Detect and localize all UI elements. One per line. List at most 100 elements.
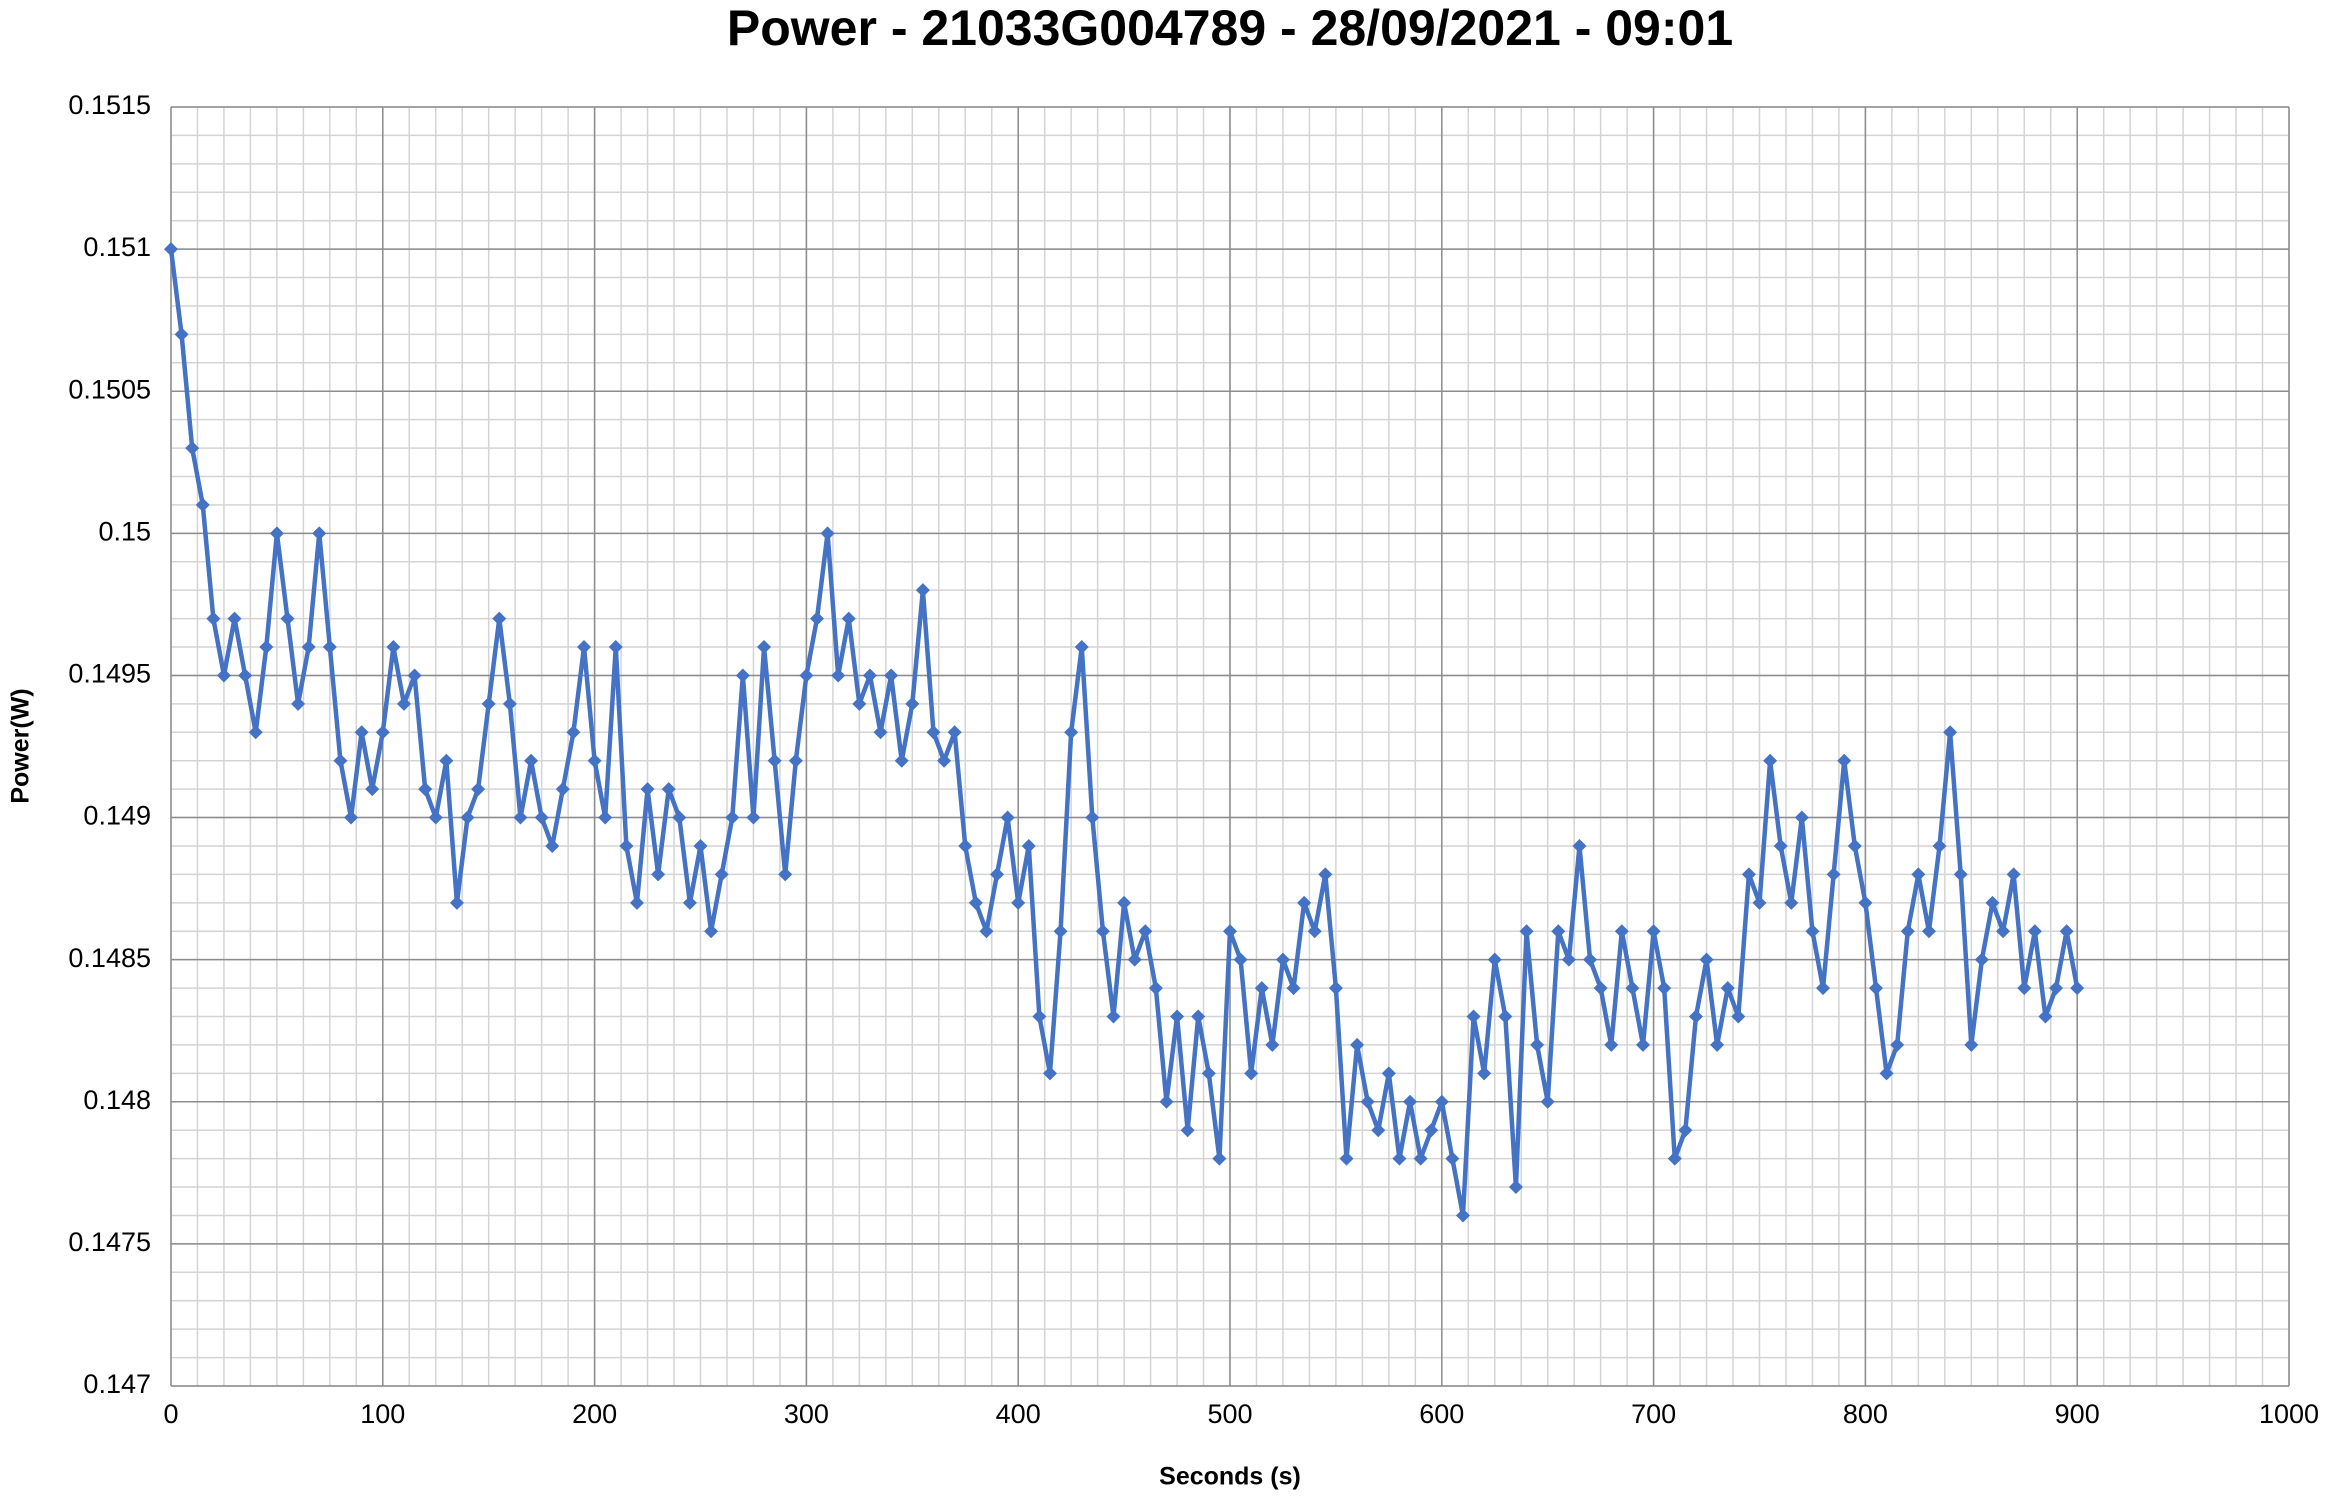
data-point [1021,838,1036,853]
data-point [1042,1066,1057,1081]
data-point [841,611,856,626]
data-point [1699,952,1714,967]
x-tick-label: 300 [784,1399,829,1429]
data-point [1858,895,1873,910]
data-point [407,668,422,683]
data-point [894,753,909,768]
data-point [1074,640,1089,655]
data-point [1572,838,1587,853]
data-point [396,696,411,711]
data-point [1148,981,1163,996]
data-point [1794,810,1809,825]
y-tick-label: 0.147 [83,1369,151,1399]
data-point [1106,1009,1121,1024]
data-point [873,725,888,740]
data-point [651,867,666,882]
data-point [1191,1009,1206,1024]
y-tick-label: 0.15 [98,516,151,546]
data-point [1805,924,1820,939]
x-tick-label: 900 [2055,1399,2100,1429]
y-tick-label: 0.148 [83,1085,151,1115]
data-point [1667,1151,1682,1166]
data-point [979,924,994,939]
data-point [1604,1037,1619,1052]
data-point [1159,1094,1174,1109]
data-point [1710,1037,1725,1052]
data-point [1614,924,1629,939]
data-point [1964,1037,1979,1052]
data-point [990,867,1005,882]
data-point [968,895,983,910]
data-point [449,895,464,910]
data-point [301,640,316,655]
data-point [587,753,602,768]
data-point [1466,1009,1481,1024]
data-point [884,668,899,683]
data-point [2059,924,2074,939]
data-point [1477,1066,1492,1081]
data-point [725,810,740,825]
data-point [1720,981,1735,996]
data-point [386,640,401,655]
data-point [1297,895,1312,910]
data-point [1932,838,1947,853]
x-tick-label: 500 [1207,1399,1252,1429]
data-point [2017,981,2032,996]
x-tick-label: 600 [1419,1399,1464,1429]
y-axis-label: Power(W) [7,688,35,803]
data-point [1053,924,1068,939]
data-point [1413,1151,1428,1166]
data-point [958,838,973,853]
data-point [661,782,676,797]
data-point [1636,1037,1651,1052]
data-point [1424,1123,1439,1138]
data-point [1318,867,1333,882]
data-point [1953,867,1968,882]
data-point [2049,981,2064,996]
data-point [1233,952,1248,967]
data-point [757,640,772,655]
data-point [619,838,634,853]
data-point [1773,838,1788,853]
y-tick-label: 0.1515 [68,90,151,120]
data-point [1381,1066,1396,1081]
data-point [577,640,592,655]
data-point [1434,1094,1449,1109]
data-point [1403,1094,1418,1109]
data-point [248,725,263,740]
data-point [1847,838,1862,853]
data-point [1943,725,1958,740]
data-point [1498,1009,1513,1024]
data-point [1275,952,1290,967]
data-point [1223,924,1237,939]
data-point [174,327,189,342]
data-point [428,810,443,825]
data-point [375,725,390,740]
data-point [1212,1151,1227,1166]
data-point [492,611,507,626]
data-point [1890,1037,1905,1052]
data-point [185,441,200,456]
data-point [1879,1066,1894,1081]
data-point [682,895,697,910]
data-point [735,668,750,683]
data-point [767,753,782,768]
data-point [502,696,517,711]
y-tick-label: 0.149 [83,801,151,831]
data-point [1593,981,1608,996]
x-tick-label: 100 [360,1399,405,1429]
data-point [1487,952,1502,967]
data-point [1551,924,1566,939]
data-point [545,838,560,853]
data-point [1117,895,1132,910]
x-tick-label: 700 [1631,1399,1676,1429]
data-point [1371,1123,1386,1138]
data-point [259,640,274,655]
data-point [1583,952,1598,967]
data-point [195,497,210,512]
data-point [714,867,729,882]
data-point [1170,1009,1185,1024]
chart-title: Power - 21033G004789 - 28/09/2021 - 09:0… [727,0,1733,56]
